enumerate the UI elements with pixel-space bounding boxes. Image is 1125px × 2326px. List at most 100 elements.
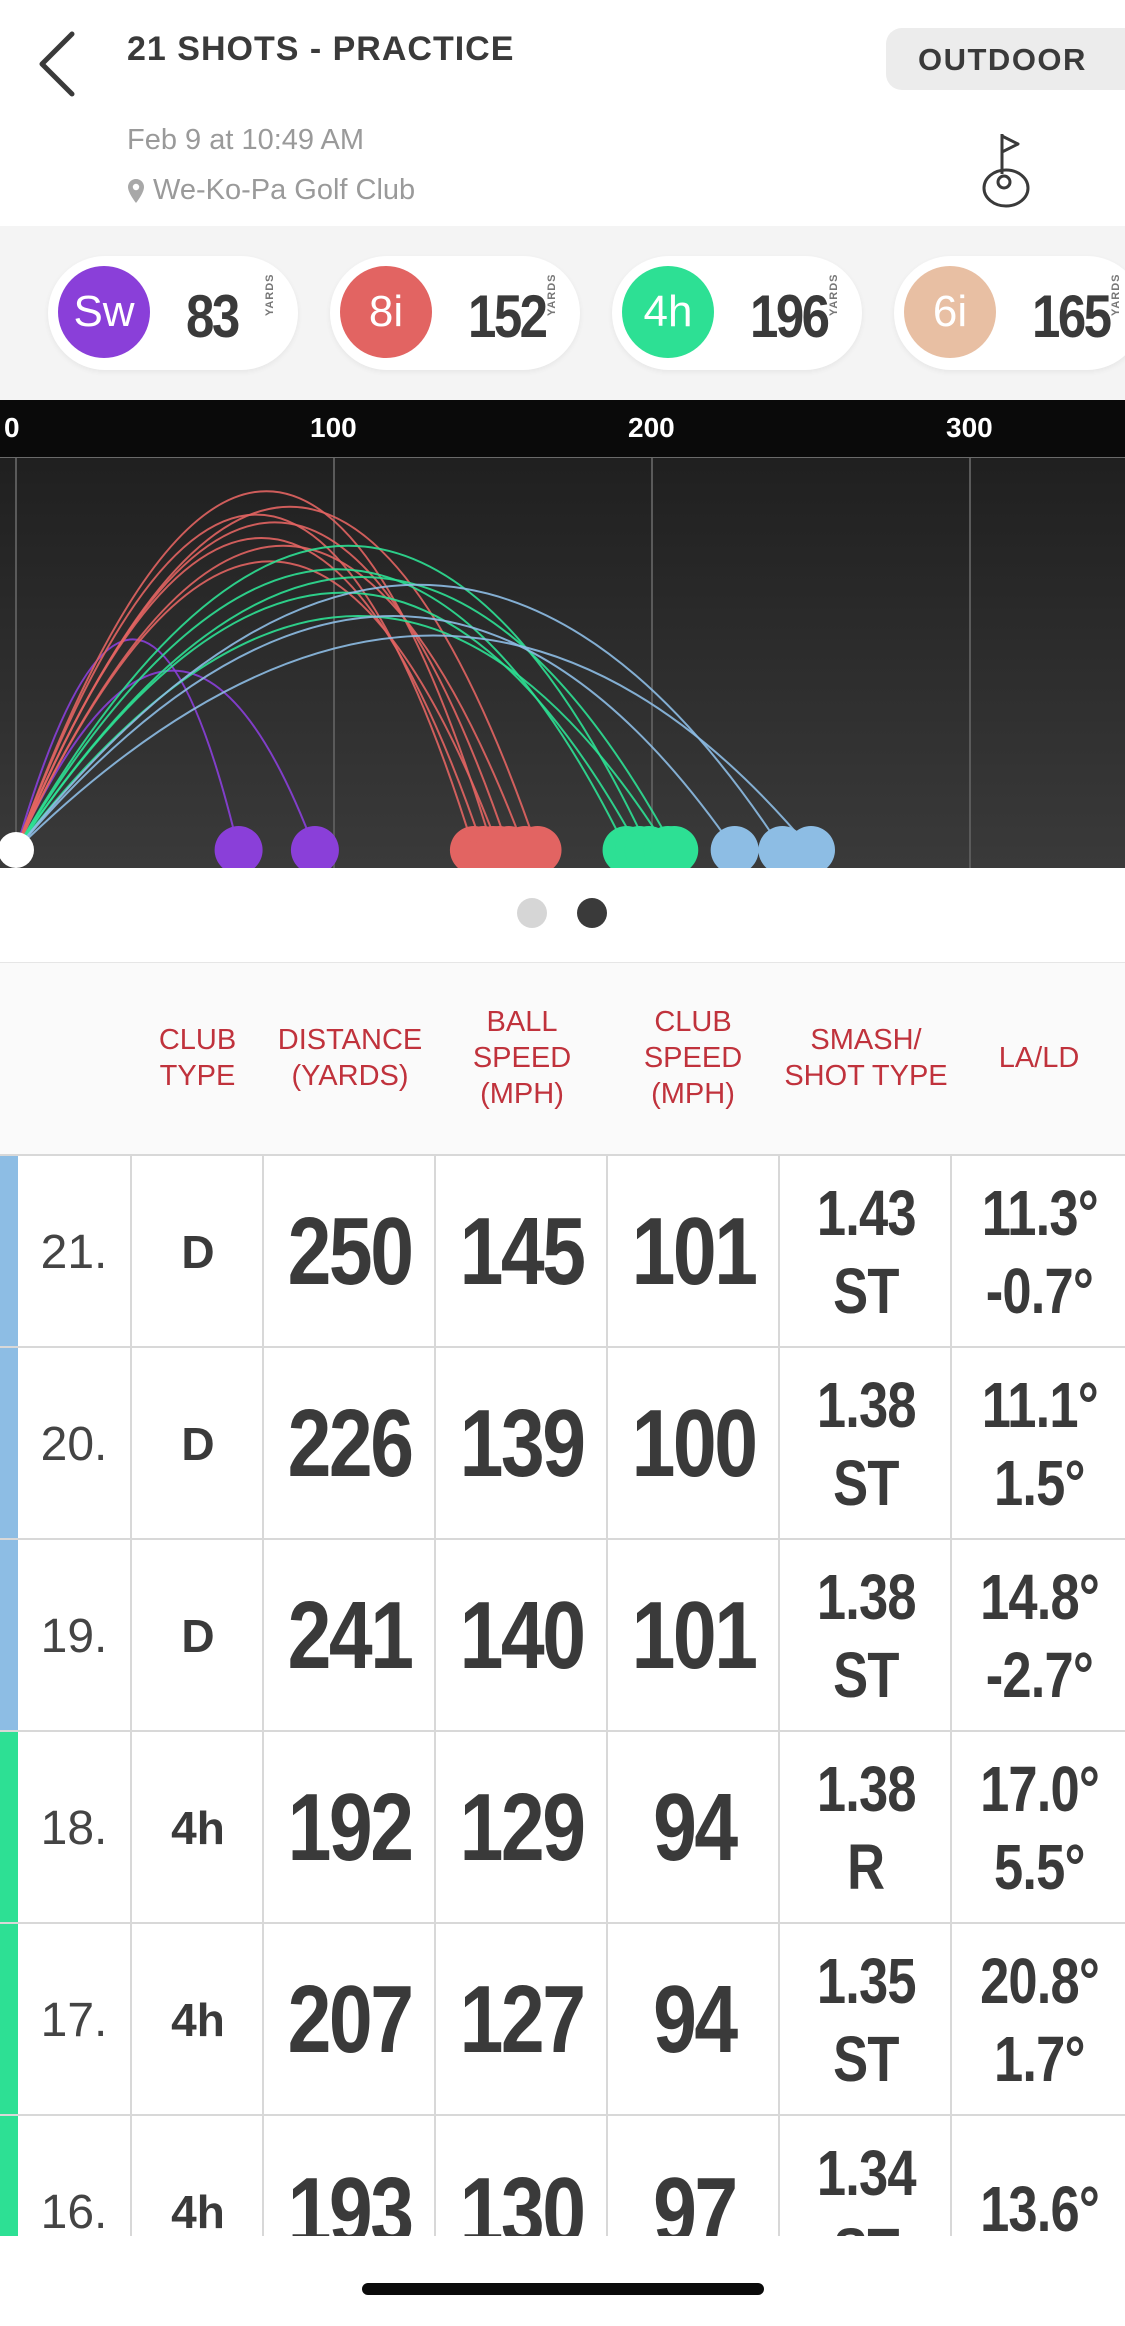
ball-speed-value: 139 (460, 1390, 586, 1497)
club-color-stripe (0, 1348, 18, 1540)
club-color-stripe (0, 1924, 18, 2116)
club-summary-pill[interactable]: 4h 196 YARDS (612, 256, 862, 370)
header-ball-speed[interactable]: BALL SPEED (MPH) (437, 1004, 607, 1112)
club-color-stripe (0, 1156, 18, 1348)
club-summary-pill[interactable]: 6i 165 YARDS (894, 256, 1125, 370)
header-line: (MPH) (651, 1078, 735, 1110)
table-row[interactable]: 19. D 241 140 101 1.38 ST 14.8° -2.7° (0, 1538, 1125, 1732)
ball-speed: 139 (434, 1348, 608, 1540)
shot-trajectory-chart[interactable] (0, 400, 1125, 868)
smash-shot-type: 1.35 ST (778, 1924, 952, 2116)
page-dot-2[interactable] (577, 898, 607, 928)
shot-type-value: ST (833, 1255, 899, 1327)
launch-direction-value: -2.7° (985, 1639, 1094, 1711)
bottom-safe-area (0, 2236, 1125, 2326)
shot-trajectory (15, 576, 676, 851)
shot-landing-marker[interactable] (787, 826, 835, 868)
launch-angle-value: 11.1° (981, 1369, 1098, 1441)
page-dot-1[interactable] (517, 898, 547, 928)
axis-tick-label: 0 (4, 412, 20, 443)
environment-label: OUTDOOR (918, 42, 1087, 77)
club-speed-value: 101 (632, 1582, 758, 1689)
environment-badge[interactable]: OUTDOOR (886, 28, 1125, 90)
launch-angle-value: 20.8° (979, 1945, 1100, 2017)
table-row[interactable]: 17. 4h 207 127 94 1.35 ST 20.8° 1.7° (0, 1922, 1125, 2116)
shot-type-value: ST (833, 1447, 899, 1519)
club-type-label: 4h (171, 1802, 225, 1854)
header-distance[interactable]: DISTANCE (YARDS) (265, 1022, 435, 1094)
launch-angle-value: 13.6° (979, 2173, 1100, 2245)
club-type-label: 4h (171, 2186, 225, 2238)
smash-value: 1.34 (816, 2137, 917, 2209)
distance-axis: 0 100 200 300 (0, 400, 1125, 457)
distance: 226 (262, 1348, 436, 1540)
shot-number-label: 16. (40, 2185, 108, 2239)
golf-tee-button[interactable] (980, 130, 1036, 210)
smash-shot-type: 1.38 ST (778, 1348, 952, 1540)
launch-angle-direction: 17.0° 5.5° (950, 1732, 1125, 1924)
club-speed: 94 (606, 1924, 780, 2116)
club-speed-value: 94 (652, 1966, 738, 2073)
smash-value: 1.38 (816, 1561, 917, 1633)
shot-landing-marker[interactable] (513, 826, 562, 868)
club-summary-strip[interactable]: Sw 83 YARDS 8i 152 YARDS 4h 196 YARDS 6i… (0, 226, 1125, 400)
launch-angle-value: 17.0° (979, 1753, 1100, 1825)
location-label: We-Ko-Pa Golf Club (153, 174, 416, 206)
shot-number-label: 20. (40, 1417, 108, 1471)
chart-background (0, 400, 1125, 868)
club-summary-pill[interactable]: 8i 152 YARDS (330, 256, 580, 370)
header-line: CLUB (158, 1024, 237, 1056)
club-badge: 6i (904, 266, 996, 358)
ball-speed: 145 (434, 1156, 608, 1348)
launch-angle-direction: 13.6° (950, 2116, 1125, 2308)
shot-trajectory (15, 505, 539, 851)
header-club-speed[interactable]: CLUB SPEED (MPH) (608, 1004, 778, 1112)
distance-value: 192 (288, 1774, 414, 1881)
header-la-ld[interactable]: LA/LD (953, 1040, 1125, 1076)
distance-unit: YARDS (264, 273, 276, 317)
shot-number: 21. (18, 1156, 130, 1348)
shot-landing-marker[interactable] (290, 826, 339, 868)
back-button[interactable] (30, 28, 90, 98)
distance: 241 (262, 1540, 436, 1732)
shot-type-value: ST (833, 2023, 899, 2095)
table-row[interactable]: 20. D 226 139 100 1.38 ST 11.1° 1.5° (0, 1346, 1125, 1540)
header-club-type[interactable]: CLUB TYPE (140, 1022, 255, 1094)
club-type-label: D (181, 1418, 215, 1470)
ball-speed-value: 145 (460, 1198, 586, 1305)
axis-tick-label: 100 (310, 412, 357, 443)
launch-angle-direction: 11.3° -0.7° (950, 1156, 1125, 1348)
shot-trajectory (15, 568, 628, 851)
shot-trajectory (15, 545, 526, 851)
page-title: 21 SHOTS - PRACTICE (127, 30, 515, 68)
club-badge: 8i (340, 266, 432, 358)
shot-trajectory (15, 591, 641, 851)
shot-trajectory (15, 513, 475, 851)
location-pin-icon (128, 178, 144, 203)
shot-number-label: 17. (40, 1993, 108, 2047)
session-location: We-Ko-Pa Golf Club (127, 174, 415, 207)
club-speed: 101 (606, 1156, 780, 1348)
header-smash-shot-type[interactable]: SMASH/ SHOT TYPE (780, 1022, 952, 1094)
shot-landing-marker[interactable] (650, 826, 699, 868)
distance-unit: YARDS (1110, 273, 1122, 317)
shot-landing-marker[interactable] (710, 826, 759, 868)
club-summary-pill[interactable]: Sw 83 YARDS (48, 256, 298, 370)
shot-trajectory (15, 669, 316, 851)
ball-speed-value: 140 (460, 1582, 586, 1689)
club-speed-value: 94 (652, 1774, 738, 1881)
table-row[interactable]: 21. D 250 145 101 1.43 ST 11.3° -0.7° (0, 1154, 1125, 1348)
shot-type-value: ST (833, 1639, 899, 1711)
header-line: SHOT TYPE (784, 1060, 948, 1092)
launch-direction-value: -0.7° (985, 1255, 1094, 1327)
shot-landing-marker[interactable] (214, 826, 263, 868)
club-average-distance: 196 (750, 283, 830, 350)
ball-speed: 140 (434, 1540, 608, 1732)
table-row[interactable]: 18. 4h 192 129 94 1.38 R 17.0° 5.5° (0, 1730, 1125, 1924)
club-speed-value: 101 (632, 1198, 758, 1305)
smash-value: 1.38 (816, 1753, 917, 1825)
home-indicator[interactable] (362, 2283, 764, 2295)
club-badge: Sw (58, 266, 150, 358)
shot-number: 18. (18, 1732, 130, 1924)
launch-angle-direction: 20.8° 1.7° (950, 1924, 1125, 2116)
